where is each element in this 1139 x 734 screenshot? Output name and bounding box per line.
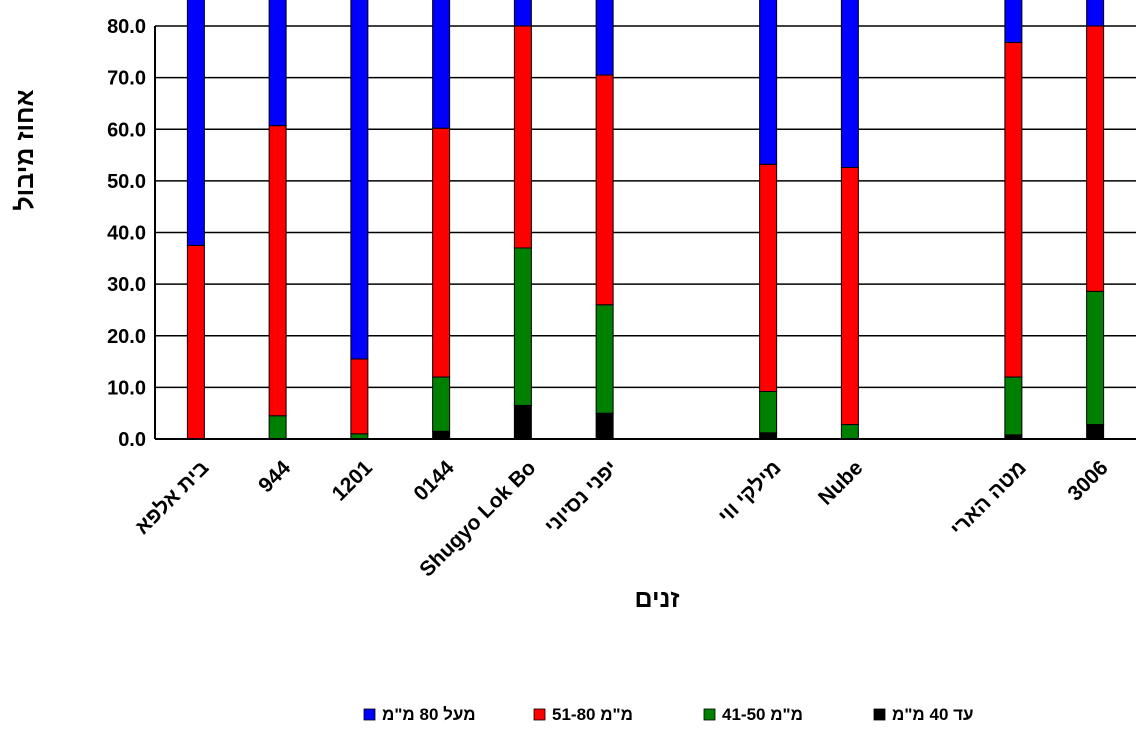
bar-segment <box>1086 290 1105 426</box>
legend-label: מעל 80 מ"מ <box>382 705 476 724</box>
bar-segment <box>513 0 532 27</box>
axes <box>154 26 1136 440</box>
y-tick-label: 50.0 <box>107 171 146 193</box>
bar-segment <box>759 163 778 393</box>
legend-label: 41-50 מ"מ <box>722 705 803 724</box>
x-tick-label: מטה הארי <box>946 456 1031 541</box>
bar-segment <box>268 125 287 417</box>
bar-segment <box>759 391 778 434</box>
bar-segment <box>513 404 532 440</box>
bar-segment <box>595 412 614 440</box>
legend-swatch <box>533 708 546 721</box>
bar-segment <box>513 247 532 406</box>
bar-segment <box>186 0 205 246</box>
y-tick-label: 0.0 <box>118 429 146 451</box>
y-tick-label: 20.0 <box>107 326 146 348</box>
bar-segment <box>595 74 614 306</box>
x-tick-label: בית אלפא <box>131 456 214 539</box>
y-tick-label: 80.0 <box>107 16 146 38</box>
bar-segment <box>432 127 451 378</box>
bar-segment <box>432 376 451 432</box>
bar-segment <box>840 424 859 440</box>
bar-segment <box>1086 25 1105 292</box>
bar-segment <box>350 358 369 435</box>
bar-segment <box>432 0 451 129</box>
bar-segment <box>268 415 287 440</box>
bar-segment <box>1004 0 1023 44</box>
legend: מעל 80 מ"מ 51-80 מ"מ 41-50 מ"מ עד 40 מ"מ <box>363 705 974 724</box>
x-tick-label: יפני נסיוני <box>540 456 622 538</box>
gridlines <box>155 25 1136 440</box>
bar-segment <box>840 166 859 426</box>
bar-segment <box>1086 0 1105 27</box>
y-tick-label: 60.0 <box>107 119 146 141</box>
bar-segment <box>186 244 205 440</box>
bar-segment <box>595 0 614 76</box>
bar-segment <box>1004 42 1023 378</box>
bar-segment <box>268 0 287 127</box>
bar-segment <box>759 0 778 165</box>
bar-segment <box>1086 424 1105 440</box>
x-tick-label: 0144 <box>409 456 459 506</box>
bar-segment <box>840 0 859 168</box>
bar-segment <box>595 304 614 414</box>
y-tick-label: 40.0 <box>107 223 146 245</box>
x-tick-label: 3006 <box>1063 456 1112 505</box>
y-tick-labels: 0.0 10.0 20.0 30.0 40.0 50.0 60.0 70.0 80.0 <box>107 16 146 451</box>
x-tick-label: Nube <box>814 456 867 509</box>
legend-label: 51-80 מ"מ <box>552 705 633 724</box>
y-tick-label: 30.0 <box>107 274 146 296</box>
y-axis-title: אחוז מיבול <box>11 89 39 210</box>
bar-segment <box>1004 376 1023 436</box>
x-tick-label: מילקי ווי <box>714 456 786 528</box>
legend-swatch <box>363 708 376 721</box>
bar-segment <box>432 430 451 440</box>
bar-segment <box>350 0 369 360</box>
x-tick-label: 1201 <box>328 456 378 506</box>
y-tick-label: 10.0 <box>107 377 146 399</box>
x-axis-title: זנים <box>635 585 680 613</box>
legend-swatch <box>703 708 716 721</box>
legend-swatch <box>873 708 886 721</box>
y-tick-label: 70.0 <box>107 68 146 90</box>
bars <box>186 0 1105 440</box>
x-tick-label: 944 <box>254 456 295 497</box>
bar-segment <box>513 25 532 249</box>
legend-label: עד 40 מ"מ <box>892 705 974 724</box>
